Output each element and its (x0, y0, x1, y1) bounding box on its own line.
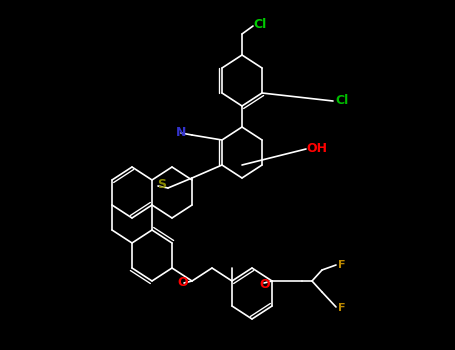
Text: O: O (260, 279, 270, 292)
Text: OH: OH (306, 141, 327, 154)
Text: Cl: Cl (253, 19, 266, 32)
Text: Cl: Cl (335, 93, 348, 106)
Text: S: S (157, 178, 167, 191)
Text: F: F (338, 260, 345, 270)
Text: N: N (176, 126, 186, 139)
Text: O: O (178, 275, 188, 288)
Text: F: F (338, 303, 345, 313)
